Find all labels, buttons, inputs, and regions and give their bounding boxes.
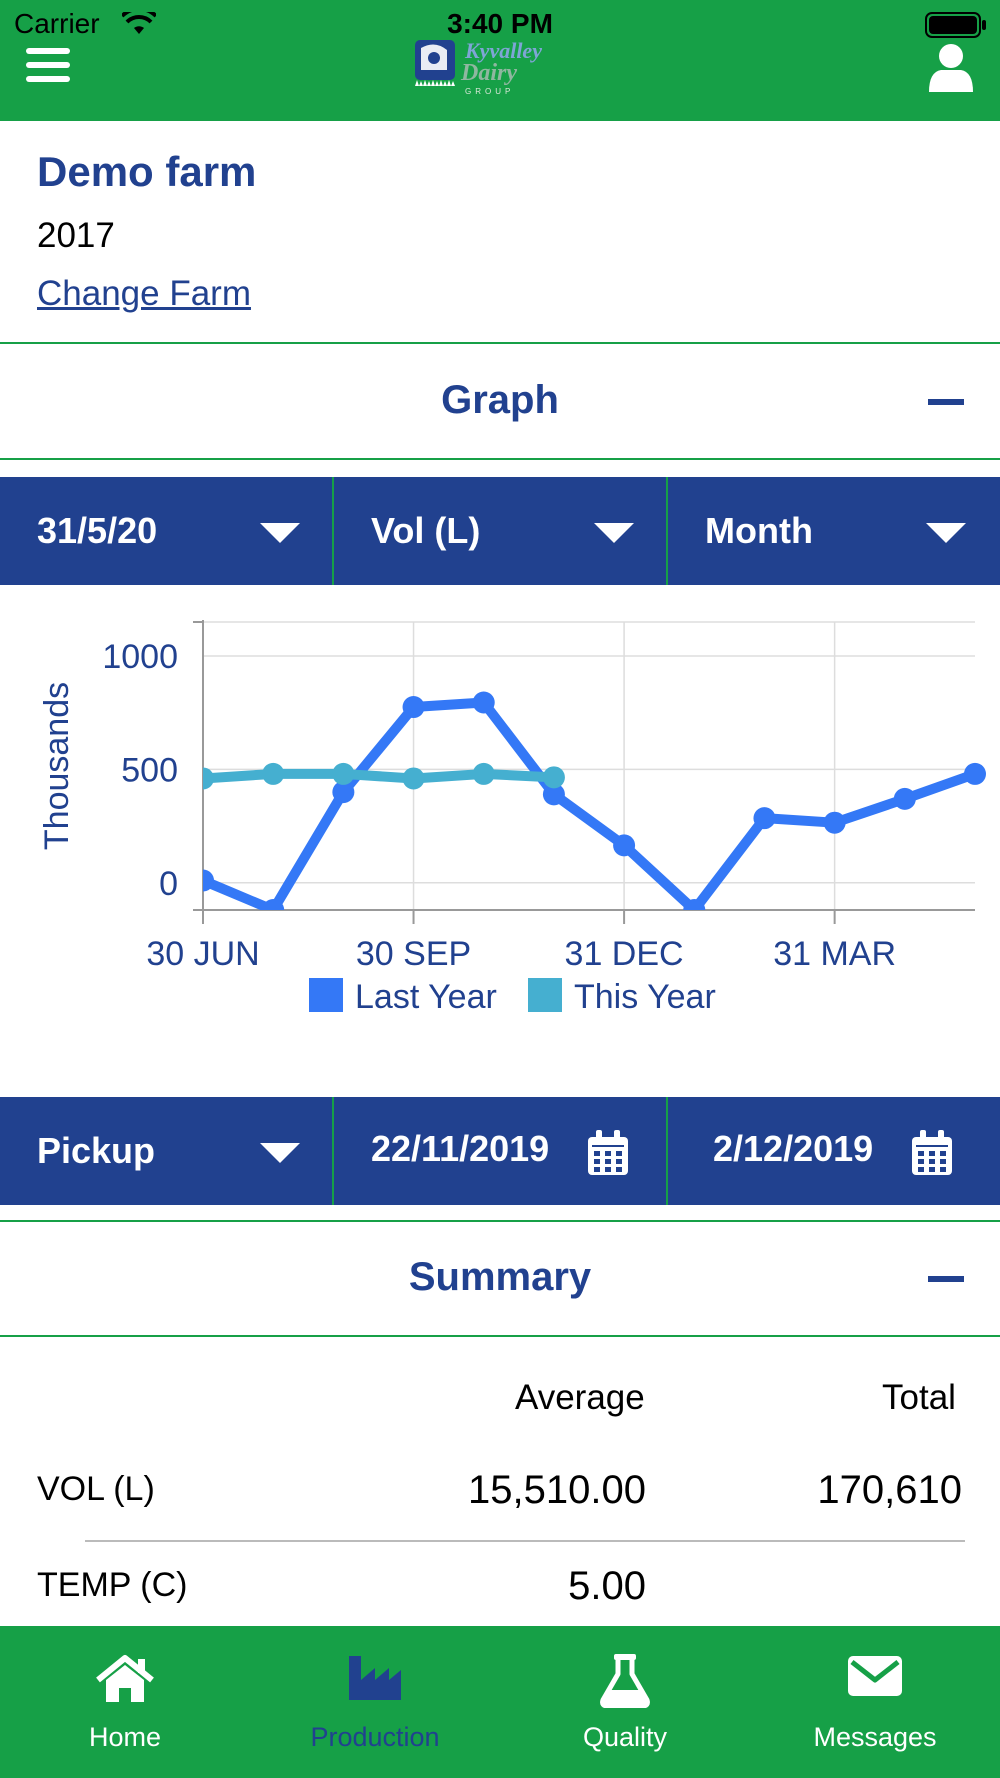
tab-quality[interactable]: Quality: [500, 1626, 750, 1778]
period-dropdown-value: Month: [705, 510, 813, 551]
hamburger-menu-icon[interactable]: [26, 48, 70, 88]
divider: [0, 342, 1000, 344]
data-point: [683, 899, 706, 910]
chevron-down-icon: [260, 1143, 300, 1163]
x-tick-label: 31 DEC: [565, 935, 684, 973]
production-line-chart: 1000 500 0 30 JUN 30 SEP 31 DEC 31 MAR Thousand…: [38, 620, 986, 1016]
period-dropdown[interactable]: Month: [668, 477, 1000, 585]
chevron-down-icon: [926, 523, 966, 543]
farm-name: Demo farm: [37, 148, 257, 195]
user-profile-icon[interactable]: [926, 42, 976, 94]
farm-year: 2017: [37, 216, 115, 255]
data-point: [542, 766, 565, 789]
tab-quality-label: Quality: [582, 1722, 668, 1752]
pickup-type-value: Pickup: [37, 1130, 156, 1171]
date-dropdown-value: 31/5/20: [37, 510, 158, 551]
from-date-value: 22/11/2019: [371, 1128, 550, 1169]
series-line-this-year: [203, 768, 555, 784]
from-date-picker[interactable]: 22/11/2019: [334, 1097, 668, 1205]
calendar-icon: [588, 1130, 628, 1175]
change-farm-link[interactable]: Change Farm: [37, 274, 251, 313]
data-point: [472, 762, 495, 785]
data-point: [402, 696, 425, 719]
status-time: 3:40 PM: [447, 8, 553, 39]
wifi-icon: [122, 12, 156, 34]
data-point: [542, 783, 565, 806]
y-tick-label: 0: [159, 865, 178, 903]
data-point: [893, 787, 916, 810]
bottom-tab-bar: Home Production Quality Messages: [0, 1626, 1000, 1778]
logo-text-line3: GROUP: [465, 87, 514, 96]
row-vol-total: 170,610: [817, 1468, 962, 1512]
data-point: [262, 762, 285, 785]
legend-label-this-year: This Year: [574, 978, 716, 1016]
data-point: [964, 762, 986, 785]
to-date-picker[interactable]: 2/12/2019: [668, 1097, 1000, 1205]
legend-label-last-year: Last Year: [355, 978, 497, 1016]
summary-section-title: Summary: [408, 1255, 592, 1299]
row-label-temp: TEMP (C): [37, 1566, 188, 1604]
data-point: [203, 767, 214, 790]
column-header-average: Average: [515, 1378, 645, 1417]
chevron-down-icon: [260, 523, 300, 543]
kyvalley-logo: Kyvalley Dairy GROUP: [415, 38, 542, 96]
chevron-down-icon: [594, 523, 634, 543]
tab-home[interactable]: Home: [0, 1626, 250, 1778]
pickup-filter-bar: Pickup 22/11/2019 2/12/2019: [0, 1097, 1000, 1205]
data-point: [203, 869, 214, 892]
divider: [0, 458, 1000, 460]
calendar-icon: [912, 1130, 952, 1175]
logo-text-line1: Kyvalley: [464, 38, 542, 63]
tab-messages[interactable]: Messages: [750, 1626, 1000, 1778]
divider: [0, 1220, 1000, 1222]
y-tick-label: 1000: [102, 638, 178, 676]
tab-messages-label: Messages: [813, 1722, 937, 1752]
divider: [0, 1335, 1000, 1337]
tab-production[interactable]: Production: [250, 1626, 500, 1778]
row-vol-average: 15,510.00: [468, 1468, 646, 1512]
data-point: [753, 807, 776, 830]
tab-production-label: Production: [310, 1722, 440, 1752]
envelope-icon: [848, 1656, 902, 1696]
graph-collapse-icon[interactable]: [928, 399, 964, 405]
plot-area: [203, 691, 986, 910]
row-divider: [85, 1540, 965, 1542]
date-dropdown[interactable]: 31/5/20: [0, 477, 334, 585]
x-tick-label: 30 JUN: [146, 935, 259, 973]
status-carrier: Carrier: [14, 8, 100, 39]
measure-dropdown-value: Vol (L): [371, 510, 481, 551]
y-tick-label: 500: [121, 751, 178, 789]
data-point: [823, 811, 846, 834]
battery-icon: [925, 12, 986, 38]
data-point: [472, 691, 495, 714]
summary-collapse-icon[interactable]: [928, 1276, 964, 1282]
graph-filter-bar: 31/5/20 Vol (L) Month: [0, 477, 1000, 585]
graph-section-title: Graph: [441, 378, 559, 422]
logo-text-line2: Dairy: [460, 60, 517, 86]
row-label-vol: VOL (L): [37, 1470, 155, 1508]
to-date-value: 2/12/2019: [713, 1128, 874, 1169]
app-header: Carrier 3:40 PM Kyvalley Dairy GROUP: [0, 0, 1000, 121]
factory-icon: [349, 1656, 401, 1700]
home-icon: [96, 1655, 154, 1702]
legend-swatch-last-year: [309, 978, 343, 1012]
data-point: [402, 767, 425, 790]
row-temp-average: 5.00: [568, 1564, 646, 1608]
legend-swatch-this-year: [528, 978, 562, 1012]
data-point: [332, 762, 355, 785]
data-point: [613, 834, 636, 857]
tab-home-label: Home: [88, 1722, 162, 1752]
x-tick-label: 30 SEP: [356, 935, 471, 973]
column-header-total: Total: [882, 1378, 956, 1417]
data-point: [332, 781, 355, 804]
pickup-type-dropdown[interactable]: Pickup: [0, 1097, 334, 1205]
measure-dropdown[interactable]: Vol (L): [334, 477, 668, 585]
data-point: [262, 899, 285, 910]
flask-icon: [600, 1654, 650, 1708]
x-tick-label: 31 MAR: [773, 935, 896, 973]
series-line-last-year: [203, 697, 977, 910]
y-axis-label: Thousands: [38, 682, 76, 850]
